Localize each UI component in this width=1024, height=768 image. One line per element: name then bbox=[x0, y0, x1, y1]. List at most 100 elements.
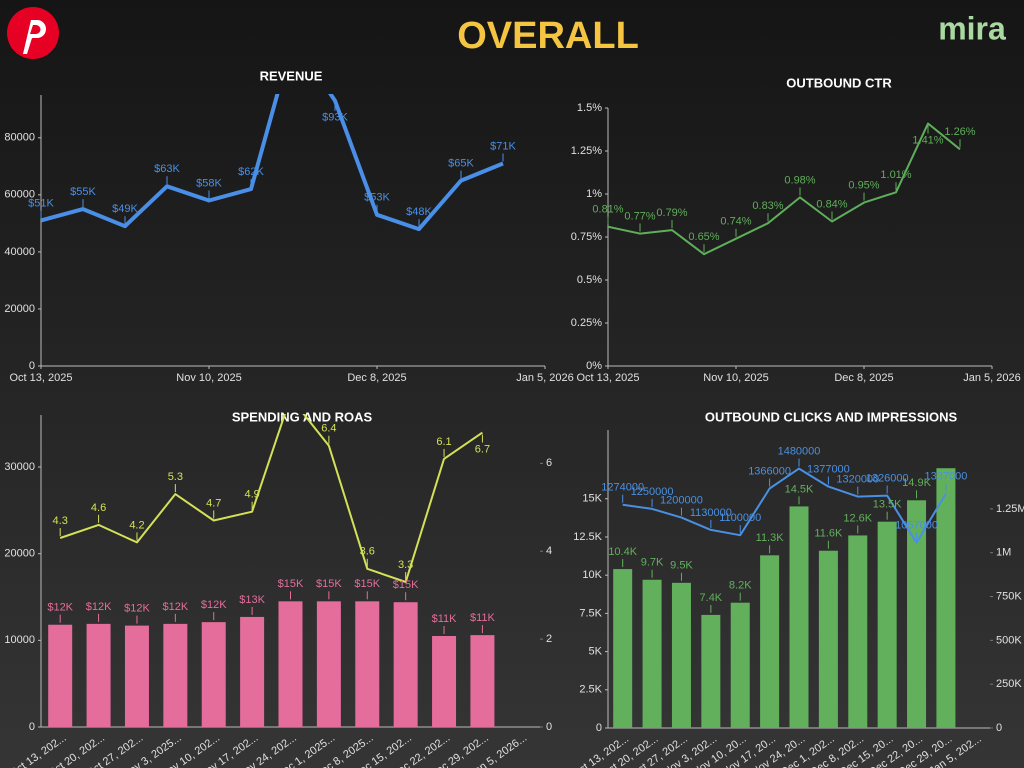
data-label: $71K bbox=[490, 140, 516, 152]
data-label: 12.6K bbox=[843, 512, 872, 524]
data-label: 4.6 bbox=[91, 502, 106, 514]
data-label: 0.65% bbox=[688, 231, 719, 243]
data-label: 1480000 bbox=[778, 445, 821, 457]
bar bbox=[86, 623, 111, 727]
data-label: 0.95% bbox=[848, 180, 879, 192]
data-label: $48K bbox=[406, 206, 432, 218]
data-label: 1.41% bbox=[912, 134, 943, 146]
page-title: OVERALL bbox=[457, 15, 639, 57]
data-label: 1250000 bbox=[631, 486, 674, 498]
y-tick-label: 40000 bbox=[4, 246, 35, 258]
brand-logo: mira bbox=[938, 10, 1006, 46]
chart-title: OUTBOUND CLICKS AND IMPRESSIONS bbox=[705, 409, 958, 424]
data-label: $15K bbox=[354, 578, 380, 590]
data-label: $12K bbox=[201, 599, 227, 611]
data-label: 1130000 bbox=[690, 507, 732, 519]
data-label: 1.01% bbox=[880, 169, 911, 181]
data-label: 1200000 bbox=[660, 495, 703, 507]
bar bbox=[278, 601, 303, 727]
data-label: 10.4K bbox=[608, 546, 637, 558]
data-label: 6.4 bbox=[321, 423, 336, 435]
bar bbox=[936, 468, 956, 728]
data-label: $12K bbox=[86, 601, 112, 613]
bar bbox=[470, 635, 495, 727]
bar bbox=[432, 636, 457, 727]
bar bbox=[671, 582, 691, 728]
data-label: 4.2 bbox=[129, 519, 144, 531]
y-tick-label: 0 bbox=[596, 722, 602, 734]
bar bbox=[730, 602, 750, 728]
bar bbox=[316, 601, 341, 727]
chart-title: SPENDING AND ROAS bbox=[232, 409, 373, 424]
data-label: $11K bbox=[432, 613, 458, 625]
y2-tick-label: 0 bbox=[996, 722, 1002, 734]
data-label: 0.84% bbox=[816, 198, 847, 210]
bar bbox=[613, 569, 633, 728]
y2-tick-label: 250K bbox=[996, 678, 1022, 690]
line bbox=[59, 414, 483, 583]
y2-tick-label: 1.25M bbox=[996, 503, 1024, 515]
chart-title: REVENUE bbox=[260, 68, 323, 83]
bar bbox=[701, 614, 721, 728]
data-label: $12K bbox=[162, 601, 188, 613]
y2-tick-label: 0 bbox=[546, 721, 552, 733]
data-label: 9.5K bbox=[670, 560, 693, 572]
data-label: $15K bbox=[278, 578, 304, 590]
bar bbox=[907, 500, 927, 728]
y-tick-label: 15K bbox=[582, 493, 602, 505]
y2-tick-label: 500K bbox=[996, 634, 1022, 646]
data-label: 5.3 bbox=[168, 471, 183, 483]
data-label: $53K bbox=[364, 192, 390, 204]
x-tick-label: Dec 8, 2025 bbox=[834, 372, 893, 384]
data-label: 0.79% bbox=[656, 207, 687, 219]
data-label: 1100000 bbox=[719, 512, 761, 524]
data-label: $51K bbox=[28, 197, 54, 209]
data-label: 1326000 bbox=[866, 472, 909, 484]
bar bbox=[642, 579, 662, 728]
data-label: 1.26% bbox=[944, 126, 975, 138]
x-tick-label: Nov 10, 2025 bbox=[176, 372, 241, 384]
y2-tick-label: 6 bbox=[546, 457, 552, 469]
data-label: $55K bbox=[70, 186, 96, 198]
data-label: $13K bbox=[239, 594, 265, 606]
y-tick-label: 12.5K bbox=[573, 531, 602, 543]
data-label: 1377000 bbox=[807, 464, 850, 476]
data-label: 13.5K bbox=[873, 499, 902, 511]
y-tick-label: 1.25% bbox=[571, 145, 602, 157]
y-tick-label: 0% bbox=[586, 360, 602, 372]
data-label: 11.3K bbox=[756, 532, 785, 544]
line bbox=[622, 467, 947, 544]
data-label: 0.74% bbox=[720, 216, 751, 228]
bar bbox=[355, 601, 380, 727]
data-label: 0.81% bbox=[592, 204, 623, 216]
data-label: 11.6K bbox=[814, 528, 843, 540]
y-tick-label: 2.5K bbox=[579, 684, 602, 696]
data-label: 4.9 bbox=[244, 489, 259, 501]
y-tick-label: 7.5K bbox=[579, 607, 602, 619]
data-label: $49K bbox=[112, 203, 138, 215]
y-tick-label: 80000 bbox=[4, 132, 35, 144]
data-label: 6.1 bbox=[436, 436, 451, 448]
data-label: $58K bbox=[196, 177, 222, 189]
data-label: 1274000 bbox=[601, 482, 644, 494]
data-label: $63K bbox=[154, 163, 180, 175]
bar bbox=[789, 506, 809, 728]
bar bbox=[124, 625, 149, 727]
data-label: 4.7 bbox=[206, 497, 221, 509]
y-tick-label: 30000 bbox=[4, 461, 35, 473]
bar bbox=[848, 535, 868, 728]
data-label: 6.7 bbox=[475, 443, 490, 455]
bar bbox=[201, 622, 226, 727]
data-label: 1337000 bbox=[925, 471, 968, 483]
bar bbox=[163, 623, 188, 727]
data-label: 3.6 bbox=[360, 546, 375, 558]
data-label: $15K bbox=[393, 579, 419, 591]
x-tick-label: Nov 10, 2025 bbox=[703, 372, 768, 384]
data-label: $62K bbox=[238, 166, 264, 178]
x-tick-label: Jan 5, 2026 bbox=[516, 372, 574, 384]
data-label: $93K bbox=[322, 112, 348, 124]
data-label: 1057000 bbox=[895, 520, 938, 532]
data-label: 0.98% bbox=[784, 174, 815, 186]
bar bbox=[48, 624, 73, 727]
